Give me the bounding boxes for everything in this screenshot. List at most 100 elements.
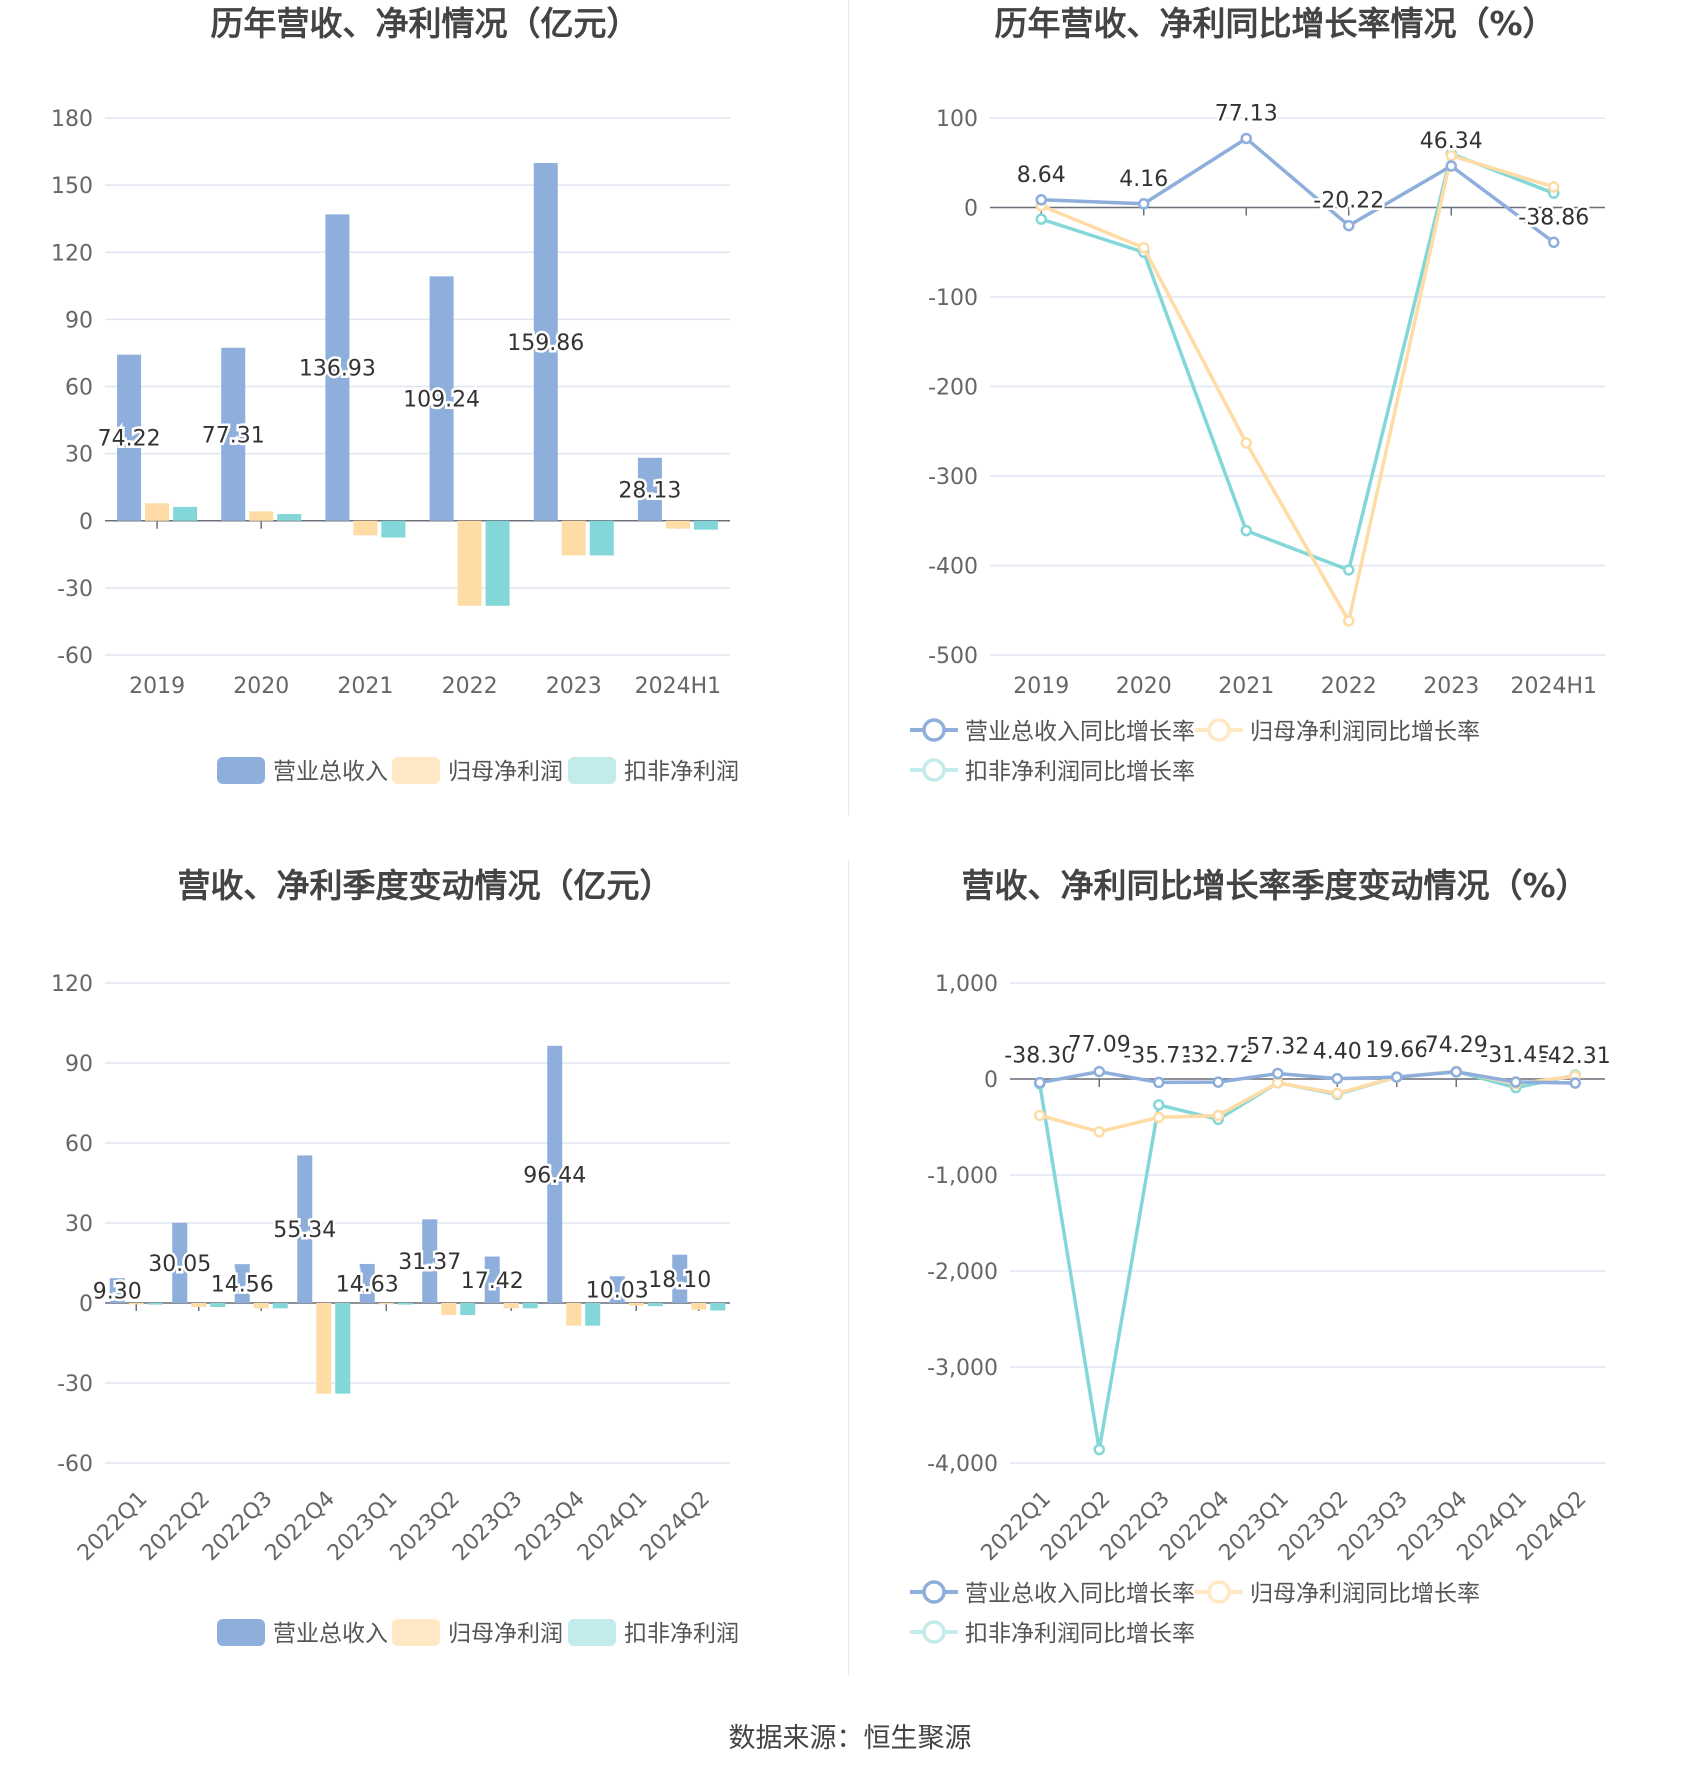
legend-swatch: [392, 757, 440, 784]
point-value-label: 57.32: [1246, 1034, 1309, 1059]
chart-svg: 营收、净利同比增长率季度变动情况（%） 1,000 0 -1,000 -2,000 -3,…: [910, 866, 1613, 1647]
point-value-label: 4.16: [1119, 167, 1168, 192]
point-value-label: 19.66: [1365, 1038, 1428, 1063]
bar-deducted_profit: [693, 520, 718, 530]
point-revenue: [1153, 1076, 1165, 1089]
y-tick-label: 0: [79, 510, 93, 535]
bar-revenue: [637, 457, 662, 521]
y-tick-label: 60: [65, 1132, 93, 1157]
bar-value-label: 55.34: [273, 1218, 336, 1243]
y-tick-label: -30: [57, 577, 93, 602]
y-tick-label: 0: [79, 1292, 93, 1317]
bar-net_profit: [316, 1303, 332, 1394]
bar-revenue: [109, 1278, 125, 1303]
quarterly-revenue-profit-chart: 营收、净利季度变动情况（亿元） 120 90 60 30 0 -30 -60 2022Q1 202…: [0, 860, 850, 1710]
point-revenue: [1450, 1066, 1462, 1078]
point-value-label: -20.22: [1313, 189, 1384, 214]
y-tick-label: -200: [928, 376, 978, 401]
bar-net_profit: [691, 1303, 707, 1310]
point-revenue: [1272, 1067, 1284, 1080]
line-revenue: [1039, 1069, 1576, 1085]
bar-value-label: 17.42: [461, 1269, 524, 1294]
y-tick-label: 30: [65, 443, 93, 468]
bar-revenue: [533, 163, 558, 521]
point-deducted_profit: [1240, 524, 1252, 537]
bar-deducted_profit: [460, 1303, 476, 1315]
bar-deducted_profit: [335, 1303, 351, 1394]
x-tick-label: 2022: [1321, 674, 1377, 699]
bar-revenue: [234, 1264, 250, 1303]
data-source-note: 数据来源：恒生聚源: [728, 1723, 972, 1754]
bar-net_profit: [441, 1303, 457, 1315]
y-tick-label: -500: [928, 644, 978, 669]
y-tick-label: -60: [57, 644, 93, 669]
chart-svg: 历年营收、净利情况（亿元） 180 150 120 90 60 30 0 -30 -60 2019 2…: [51, 4, 739, 785]
line-net_profit: [1039, 1069, 1576, 1134]
legend-marker: [1207, 1580, 1231, 1604]
point-net_profit: [1138, 242, 1150, 254]
legend-label: 归母净利润: [448, 759, 563, 785]
bar-value-label: 14.56: [211, 1273, 274, 1298]
bar-revenue: [117, 354, 142, 521]
x-tick-label: 2020: [233, 674, 289, 699]
bar-deducted_profit: [277, 514, 302, 521]
legend-label: 扣非净利润同比增长率: [965, 1621, 1195, 1647]
bar-net_profit: [457, 520, 482, 606]
bar-net_profit: [191, 1303, 207, 1307]
point-net_profit: [1548, 181, 1560, 193]
bar-value-label: 159.86: [507, 331, 584, 356]
y-tick-label: -100: [928, 286, 978, 311]
legend-label: 营业总收入: [273, 1621, 388, 1647]
bar-value-label: 28.13: [618, 478, 681, 503]
x-tick-label: 2019: [1013, 674, 1069, 699]
chart-title: 历年营收、净利情况（亿元）: [211, 4, 640, 43]
point-value-label: 74.29: [1425, 1033, 1488, 1058]
point-revenue: [1569, 1077, 1581, 1089]
x-tick-label: 2023: [1423, 674, 1479, 699]
point-value-label: -38.86: [1518, 205, 1589, 230]
y-tick-label: 180: [51, 107, 93, 132]
bar-net_profit: [128, 1303, 144, 1305]
bar-net_profit: [566, 1303, 582, 1326]
line-deducted_profit: [1040, 152, 1555, 572]
bar-net_profit: [378, 1303, 394, 1305]
point-net_profit: [1034, 1109, 1046, 1122]
point-revenue: [1343, 219, 1355, 232]
point-revenue: [1548, 236, 1560, 249]
divider-top: [848, 0, 849, 815]
y-tick-label: 60: [65, 376, 93, 401]
line-revenue: [1041, 136, 1555, 244]
point-revenue: [1034, 1076, 1046, 1089]
point-revenue: [1331, 1072, 1343, 1085]
point-value-label: -35.71: [1123, 1043, 1194, 1068]
bar-deducted_profit: [485, 520, 510, 606]
x-tick-label: 2024H1: [635, 674, 722, 699]
bar-deducted_profit: [147, 1303, 163, 1305]
divider-bottom: [848, 860, 849, 1675]
line-net_profit: [1040, 153, 1555, 623]
y-tick-label: 1,000: [935, 972, 998, 997]
x-tick-label: 2021: [1218, 674, 1274, 699]
x-tick-label: 2023: [546, 674, 602, 699]
point-revenue: [1510, 1076, 1522, 1088]
bar-deducted_profit: [710, 1303, 726, 1311]
bar-revenue: [422, 1219, 438, 1303]
legend-marker: [922, 718, 946, 742]
bar-net_profit: [353, 520, 378, 536]
y-tick-label: -60: [57, 1452, 93, 1477]
bar-revenue: [172, 1222, 188, 1303]
chart-svg: 营收、净利季度变动情况（亿元）1209060300-30-602022Q1202…: [51, 866, 739, 1647]
y-tick-label: -3,000: [927, 1356, 998, 1381]
quarterly-growth-rate-chart: 营收、净利同比增长率季度变动情况（%） 1,000 0 -1,000 -2,000 -3,…: [850, 860, 1700, 1710]
x-tick-label: 2019: [129, 674, 185, 699]
legend-swatch: [217, 757, 265, 784]
y-tick-label: 100: [936, 107, 978, 132]
bar-value-label: 31.37: [398, 1250, 461, 1275]
bar-net_profit: [665, 520, 690, 529]
bar-value-label: 14.63: [336, 1272, 399, 1297]
bar-value-label: 109.24: [403, 388, 480, 413]
x-tick-label: 2024Q2: [636, 1487, 715, 1566]
legend-label: 营业总收入同比增长率: [965, 719, 1195, 745]
bar-value-label: 77.31: [202, 423, 265, 448]
y-tick-label: -30: [57, 1372, 93, 1397]
